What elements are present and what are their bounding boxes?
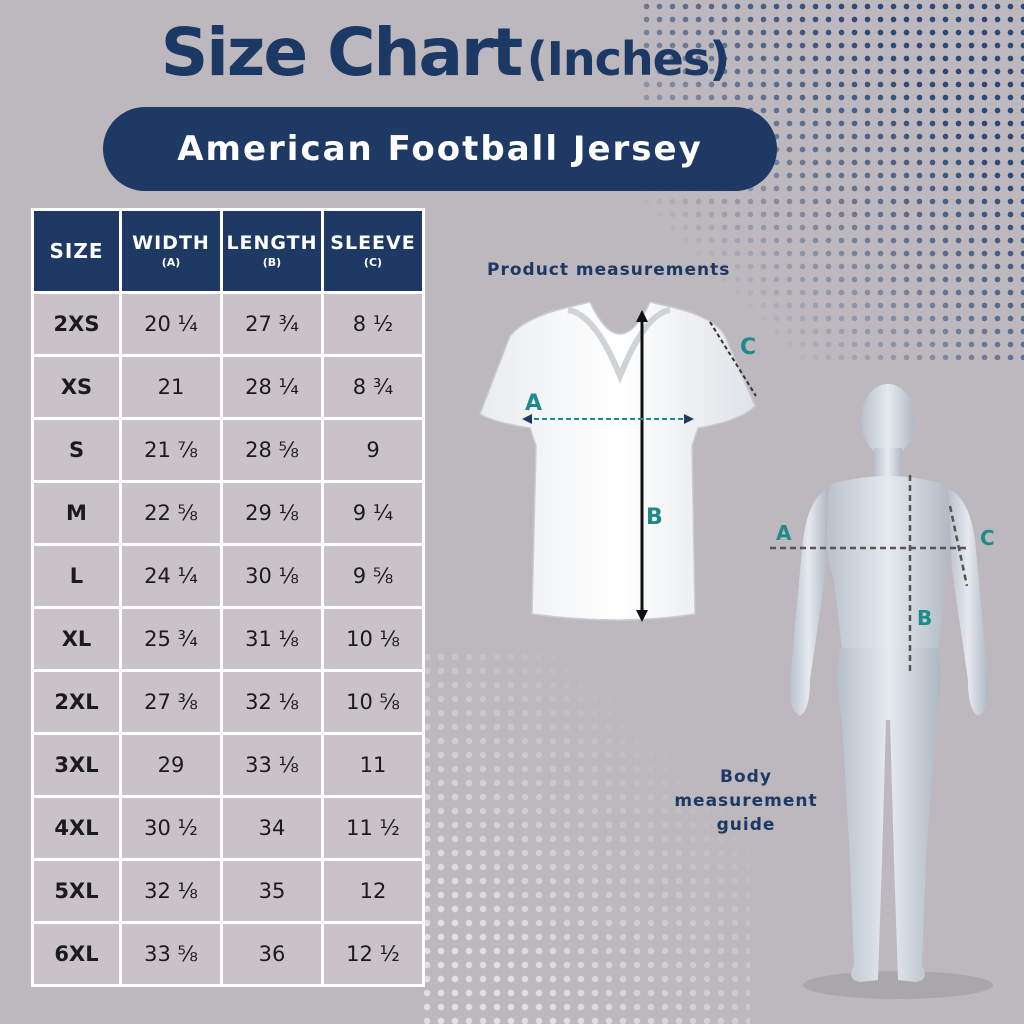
arrow-b-bottom (636, 610, 648, 622)
body-label-line-3: guide (716, 815, 776, 835)
marker-c-jersey: C (740, 335, 756, 360)
table-row: 6XL 33 ⅝ 36 12 ½ (34, 924, 422, 984)
cell-sleeve: 11 (324, 735, 422, 795)
cell-sleeve: 10 ⅛ (324, 609, 422, 669)
marker-a-body: A (776, 521, 792, 545)
marker-b-jersey: B (646, 505, 663, 530)
cell-sleeve: 12 (324, 861, 422, 921)
cell-size: 3XL (34, 735, 119, 795)
header-size: SIZE (34, 211, 119, 291)
jersey-collar (567, 307, 671, 385)
cell-length: 35 (223, 861, 321, 921)
cell-width: 22 ⅝ (122, 483, 220, 543)
mannequin-head (861, 384, 915, 456)
cell-size: L (34, 546, 119, 606)
cell-length: 27 ¾ (223, 294, 321, 354)
cell-length: 30 ⅛ (223, 546, 321, 606)
body-label-line-1: Body (720, 767, 772, 787)
table-row: 4XL 30 ½ 34 11 ½ (34, 798, 422, 858)
cell-length: 29 ⅛ (223, 483, 321, 543)
cell-size: M (34, 483, 119, 543)
table-header-row: SIZE WIDTH (A) LENGTH (B) SLEEVE (C) (34, 211, 422, 291)
title-main: Size Chart (160, 14, 523, 91)
cell-size: 6XL (34, 924, 119, 984)
cell-length: 33 ⅛ (223, 735, 321, 795)
table-row: 2XL 27 ⅜ 32 ⅛ 10 ⅝ (34, 672, 422, 732)
cell-width: 33 ⅝ (122, 924, 220, 984)
cell-sleeve: 11 ½ (324, 798, 422, 858)
mannequin-legs (837, 648, 941, 982)
cell-length: 28 ⅝ (223, 420, 321, 480)
table-row: 3XL 29 33 ⅛ 11 (34, 735, 422, 795)
body-measurement-guide-label: Body measurement guide (666, 765, 826, 837)
cell-length: 28 ¼ (223, 357, 321, 417)
cell-size: 5XL (34, 861, 119, 921)
table-row: XL 25 ¾ 31 ⅛ 10 ⅛ (34, 609, 422, 669)
cell-width: 21 ⅞ (122, 420, 220, 480)
cell-sleeve: 10 ⅝ (324, 672, 422, 732)
cell-width: 30 ½ (122, 798, 220, 858)
measure-line-c (709, 321, 757, 397)
cell-size: 2XS (34, 294, 119, 354)
cell-size: 2XL (34, 672, 119, 732)
title-unit: (Inches) (526, 32, 731, 86)
cell-width: 25 ¾ (122, 609, 220, 669)
cell-width: 24 ¼ (122, 546, 220, 606)
marker-a-jersey: A (525, 391, 542, 416)
arrow-a-left (522, 414, 532, 424)
cell-length: 32 ⅛ (223, 672, 321, 732)
mannequin-diagram: A B C (770, 384, 995, 999)
mannequin-right-arm (948, 488, 989, 716)
arrow-a-right (684, 414, 694, 424)
product-banner: American Football Jersey (103, 107, 777, 191)
marker-b-body: B (917, 606, 932, 630)
cell-sleeve: 9 ⅝ (324, 546, 422, 606)
size-table: SIZE WIDTH (A) LENGTH (B) SLEEVE (C) 2XS 20 … (31, 208, 425, 987)
cell-sleeve: 9 (324, 420, 422, 480)
table-row: 5XL 32 ⅛ 35 12 (34, 861, 422, 921)
mannequin-left-arm (789, 488, 828, 716)
cell-length: 36 (223, 924, 321, 984)
halftone-dots-bottom (420, 650, 750, 1024)
mannequin-torso (824, 476, 953, 650)
floor-shadow (803, 971, 993, 999)
cell-width: 27 ⅜ (122, 672, 220, 732)
jersey-diagram: A B C (479, 301, 757, 622)
cell-length: 31 ⅛ (223, 609, 321, 669)
cell-size: XS (34, 357, 119, 417)
header-sleeve: SLEEVE (C) (324, 211, 422, 291)
header-width: WIDTH (A) (122, 211, 220, 291)
cell-width: 21 (122, 357, 220, 417)
cell-size: XL (34, 609, 119, 669)
cell-size: S (34, 420, 119, 480)
marker-c-body: C (980, 526, 995, 550)
arrow-b-top (636, 310, 648, 322)
page-title: Size Chart (Inches) (0, 14, 890, 91)
product-measurements-label: Product measurements (487, 260, 731, 280)
body-line-c (948, 505, 969, 587)
body-label-line-2: measurement (674, 791, 818, 811)
cell-width: 20 ¼ (122, 294, 220, 354)
cell-sleeve: 12 ½ (324, 924, 422, 984)
cell-sleeve: 8 ¾ (324, 357, 422, 417)
cell-sleeve: 8 ½ (324, 294, 422, 354)
cell-width: 29 (122, 735, 220, 795)
cell-width: 32 ⅛ (122, 861, 220, 921)
mannequin-neck (874, 448, 902, 478)
banner-text: American Football Jersey (177, 129, 703, 169)
jersey-shape (479, 301, 756, 621)
cell-length: 34 (223, 798, 321, 858)
cell-size: 4XL (34, 798, 119, 858)
cell-sleeve: 9 ¼ (324, 483, 422, 543)
header-length: LENGTH (B) (223, 211, 321, 291)
